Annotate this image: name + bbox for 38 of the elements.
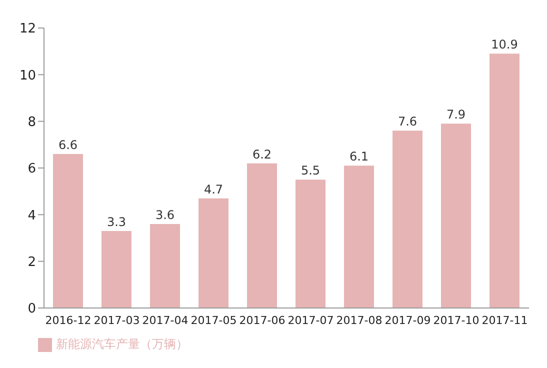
- bar: [344, 166, 374, 308]
- bar: [198, 198, 228, 308]
- data-label: 7.6: [398, 114, 418, 129]
- bar: [247, 163, 277, 308]
- x-tick-label: 2016-12: [45, 314, 92, 327]
- data-label: 10.9: [491, 38, 518, 52]
- x-tick-label: 2017-11: [482, 314, 528, 327]
- data-label: 5.5: [300, 164, 320, 178]
- y-tick-label: 2: [28, 254, 36, 270]
- y-tick-label: 8: [28, 114, 36, 130]
- y-tick-label: 12: [19, 22, 36, 37]
- bar: [490, 54, 520, 308]
- legend-label: 新能源汽车产量（万辆）: [56, 337, 188, 351]
- y-tick-label: 6: [28, 162, 36, 177]
- data-label: 7.9: [446, 108, 466, 122]
- bar: [102, 231, 132, 308]
- data-label: 6.6: [58, 138, 78, 152]
- x-tick-label: 2017-10: [433, 314, 480, 327]
- y-tick-label: 10: [19, 68, 36, 84]
- data-label: 3.3: [106, 215, 126, 229]
- bar: [296, 180, 326, 308]
- bar: [150, 224, 180, 308]
- x-tick-label: 2017-09: [384, 314, 431, 327]
- y-tick-label: 4: [28, 208, 36, 224]
- x-tick-label: 2017-07: [288, 314, 334, 327]
- x-tick-label: 2017-08: [336, 314, 382, 327]
- x-tick-label: 2017-05: [190, 314, 237, 327]
- x-tick-label: 2017-03: [94, 314, 140, 327]
- bar: [441, 124, 471, 308]
- x-tick-label: 2017-04: [142, 314, 188, 327]
- bar: [53, 154, 83, 308]
- y-tick-label: 0: [28, 302, 36, 317]
- data-label: 6.2: [252, 147, 272, 162]
- data-label: 3.6: [155, 208, 175, 222]
- x-tick-label: 2017-06: [239, 314, 286, 327]
- data-label: 4.7: [204, 182, 224, 196]
- bar: [392, 130, 422, 308]
- data-label: 6.1: [349, 150, 369, 164]
